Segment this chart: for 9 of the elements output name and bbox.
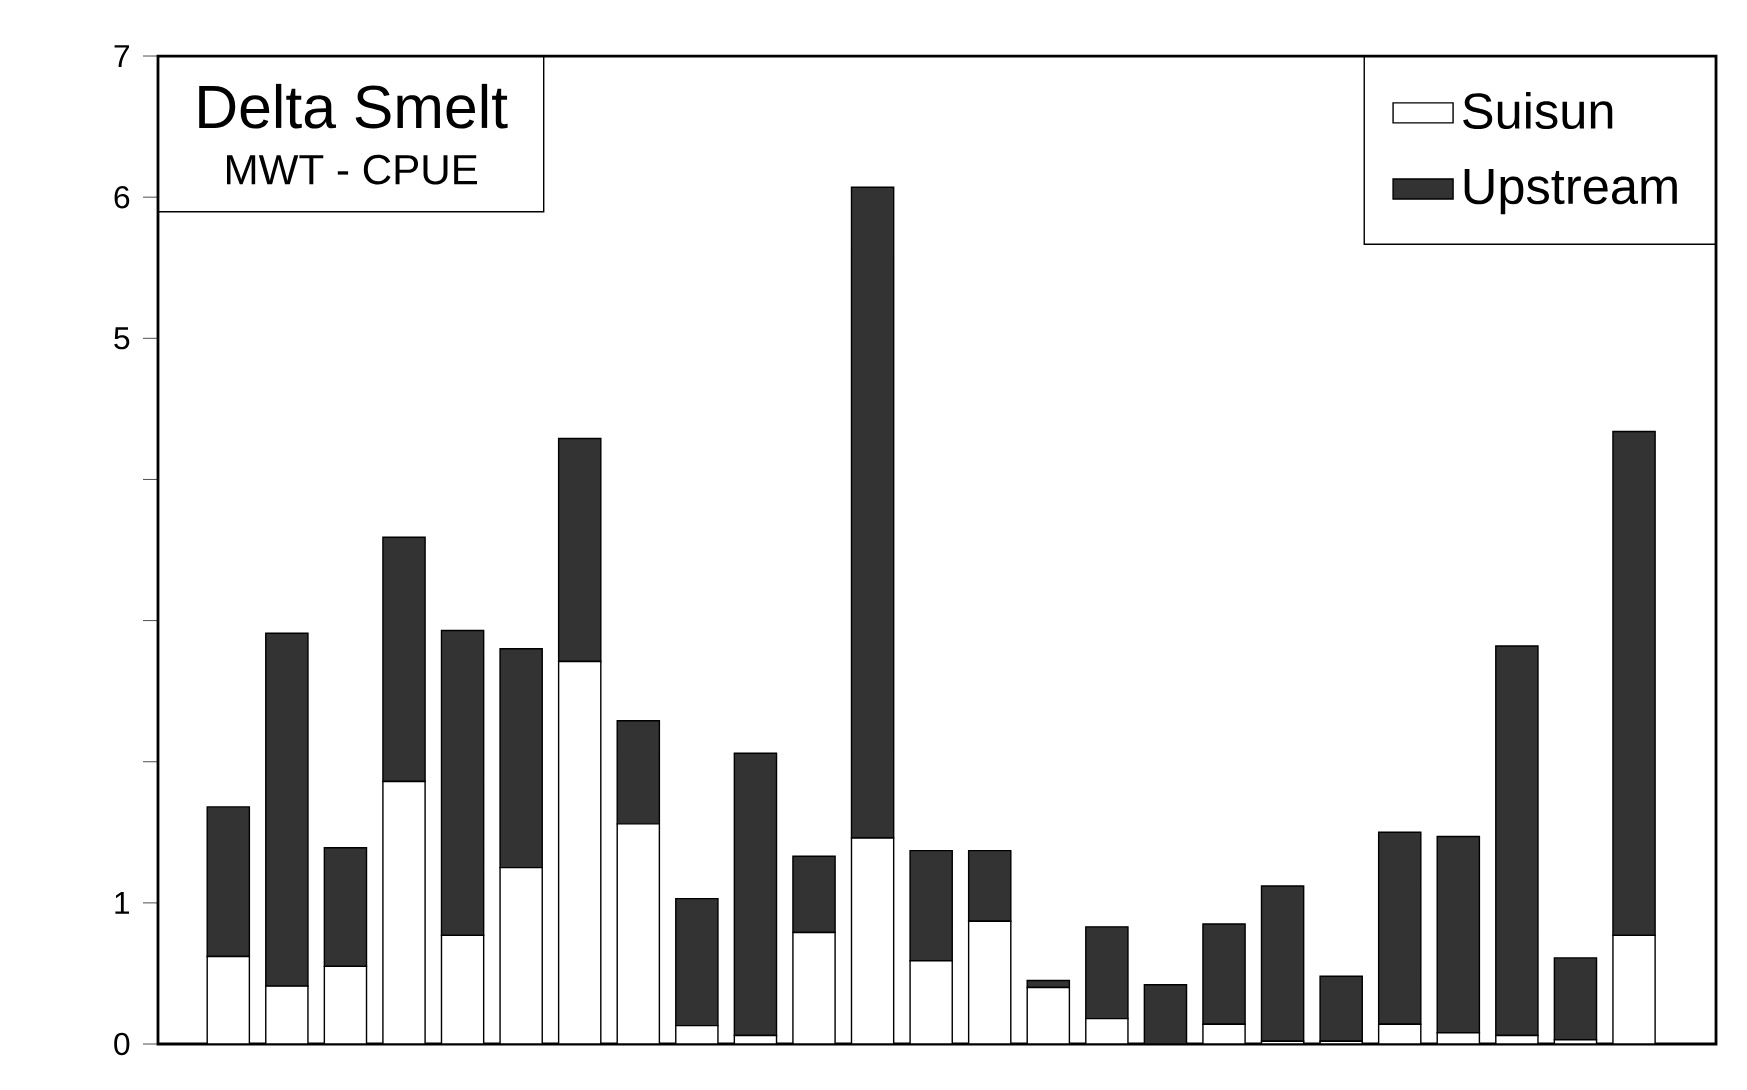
chart-title: Delta Smelt (199, 83, 508, 129)
y-tick-label: 1 (115, 891, 130, 914)
y-tick-label: 5 (114, 327, 130, 350)
text: MWT - CPUE (227, 154, 478, 185)
legend-label: Suisun (1463, 91, 1613, 130)
y-tick-label: 0 (114, 1032, 130, 1056)
y-tick-label: 7 (114, 45, 129, 67)
legend-label: Upstream (1464, 168, 1677, 215)
y-tick-label: 6 (114, 185, 130, 209)
